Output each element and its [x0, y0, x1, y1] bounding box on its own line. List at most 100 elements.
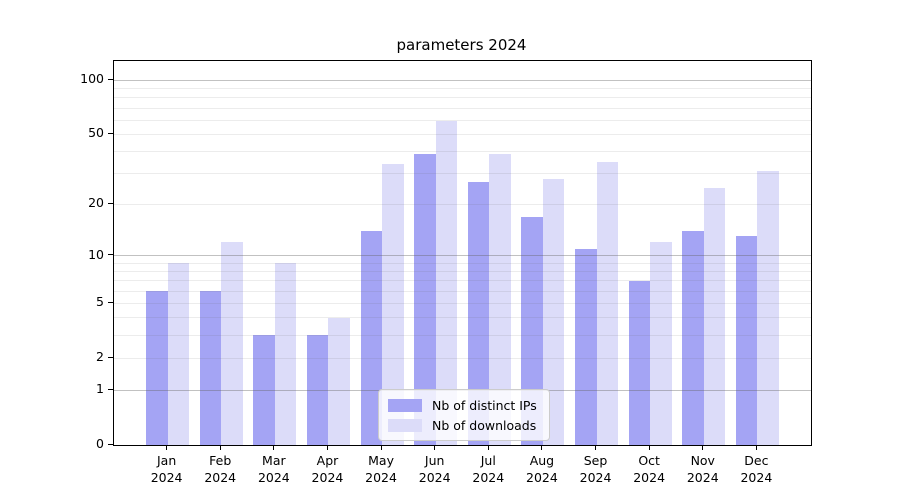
y-tick-label: 5 — [96, 294, 104, 310]
gridline-minor — [114, 334, 811, 336]
plot-area — [113, 60, 812, 446]
gridline-minor — [114, 290, 811, 292]
x-tick-mark — [702, 446, 704, 450]
y-tick-label: 10 — [88, 246, 104, 262]
bar-distinct-ips-jun — [414, 153, 436, 445]
x-tick-label-year: 2024 — [257, 470, 290, 485]
x-tick-label: Apr 2024 — [296, 452, 358, 486]
gridline-minor — [114, 97, 811, 99]
chart-title: parameters 2024 — [396, 36, 527, 54]
bar-downloads-jun — [435, 121, 458, 445]
x-tick-label-year: 2024 — [418, 470, 451, 485]
bars-layer — [114, 61, 811, 445]
x-tick-label: May 2024 — [350, 452, 412, 486]
x-tick-mark — [541, 446, 543, 450]
gridline-minor — [114, 280, 811, 282]
x-tick-mark — [434, 446, 436, 450]
x-tick-label-year: 2024 — [526, 470, 558, 485]
gridline-minor — [114, 151, 811, 153]
gridline-minor — [114, 270, 811, 272]
grid-layer — [114, 61, 811, 445]
bar-downloads-sep — [596, 161, 618, 445]
x-tick-label: Jan 2024 — [136, 452, 198, 486]
x-tick-mark — [273, 446, 275, 450]
x-tick-label: Oct 2024 — [618, 452, 680, 486]
x-tick-label-year: 2024 — [365, 470, 397, 485]
x-tick-label-year: 2024 — [633, 470, 666, 485]
y-tick-mark — [108, 388, 113, 390]
x-tick-label-year: 2024 — [311, 470, 344, 485]
gridline-minor — [114, 107, 811, 109]
bar-downloads-mar — [274, 263, 297, 445]
bar-distinct-ips-dec — [735, 236, 758, 445]
x-tick-label-year: 2024 — [150, 470, 183, 485]
x-tick-label: Jul 2024 — [457, 452, 519, 486]
bar-downloads-apr — [328, 317, 350, 445]
x-tick-label: Mar 2024 — [243, 452, 305, 486]
gridline-minor — [114, 317, 811, 319]
y-tick-mark — [108, 78, 113, 80]
legend-swatch-downloads — [388, 418, 422, 432]
bar-distinct-ips-jul — [467, 181, 490, 445]
x-tick-label-year: 2024 — [579, 470, 612, 485]
y-tick-label: 1 — [96, 381, 104, 397]
legend-entry: Nb of downloads — [388, 418, 540, 433]
x-tick-label-year: 2024 — [686, 470, 719, 485]
y-tick-mark — [108, 356, 113, 358]
x-tick-mark — [166, 446, 168, 450]
y-tick-label: 50 — [88, 125, 104, 141]
gridline-minor — [114, 302, 811, 304]
x-tick-label-year: 2024 — [740, 470, 773, 485]
gridline-minor — [114, 88, 811, 90]
bar-downloads-aug — [542, 178, 565, 445]
bar-distinct-ips-mar — [253, 335, 275, 445]
x-tick-mark — [380, 446, 382, 450]
y-tick-mark — [108, 301, 113, 303]
x-tick-label: Nov 2024 — [672, 452, 734, 486]
bar-distinct-ips-feb — [199, 291, 222, 445]
bar-downloads-nov — [703, 187, 726, 445]
x-tick-mark — [326, 446, 328, 450]
gridline-minor — [114, 173, 811, 175]
legend-swatch-distinct-ips — [388, 398, 422, 412]
bar-downloads-jul — [489, 153, 511, 445]
x-tick-label: Sep 2024 — [565, 452, 627, 486]
x-tick-mark — [487, 446, 489, 450]
bar-distinct-ips-oct — [628, 280, 651, 445]
y-tick-label: 100 — [80, 71, 104, 87]
y-tick-mark — [108, 132, 113, 134]
gridline-minor — [114, 203, 811, 205]
bar-distinct-ips-apr — [307, 335, 329, 445]
bar-distinct-ips-jan — [146, 291, 168, 445]
gridline-major — [114, 255, 811, 257]
y-tick-mark — [108, 254, 113, 256]
gridline-major — [114, 79, 811, 81]
bar-downloads-feb — [221, 242, 243, 445]
x-tick-label: Jun 2024 — [404, 452, 466, 486]
x-tick-label-year: 2024 — [472, 470, 505, 485]
gridline-minor — [114, 133, 811, 135]
x-tick-label: Aug 2024 — [511, 452, 573, 486]
bar-downloads-dec — [757, 171, 779, 445]
gridline-minor — [114, 262, 811, 264]
x-tick-mark — [219, 446, 221, 450]
y-tick-label: 2 — [96, 349, 104, 365]
legend-label: Nb of distinct IPs — [432, 397, 537, 413]
x-tick-mark — [755, 446, 757, 450]
legend-entry: Nb of distinct IPs — [388, 398, 540, 413]
legend: Nb of distinct IPs Nb of downloads — [378, 389, 550, 441]
bar-distinct-ips-aug — [521, 216, 543, 445]
y-tick-mark — [108, 443, 113, 445]
bar-downloads-jan — [167, 263, 190, 445]
x-tick-label: Dec 2024 — [725, 452, 787, 486]
y-tick-label: 0 — [96, 436, 104, 451]
x-tick-mark — [595, 446, 597, 450]
x-tick-mark — [648, 446, 650, 450]
y-tick-mark — [108, 202, 113, 204]
x-tick-label-year: 2024 — [204, 470, 237, 485]
bar-distinct-ips-sep — [575, 248, 597, 445]
gridline-minor — [114, 119, 811, 121]
bar-downloads-oct — [650, 242, 672, 445]
x-tick-label: Feb 2024 — [189, 452, 251, 486]
